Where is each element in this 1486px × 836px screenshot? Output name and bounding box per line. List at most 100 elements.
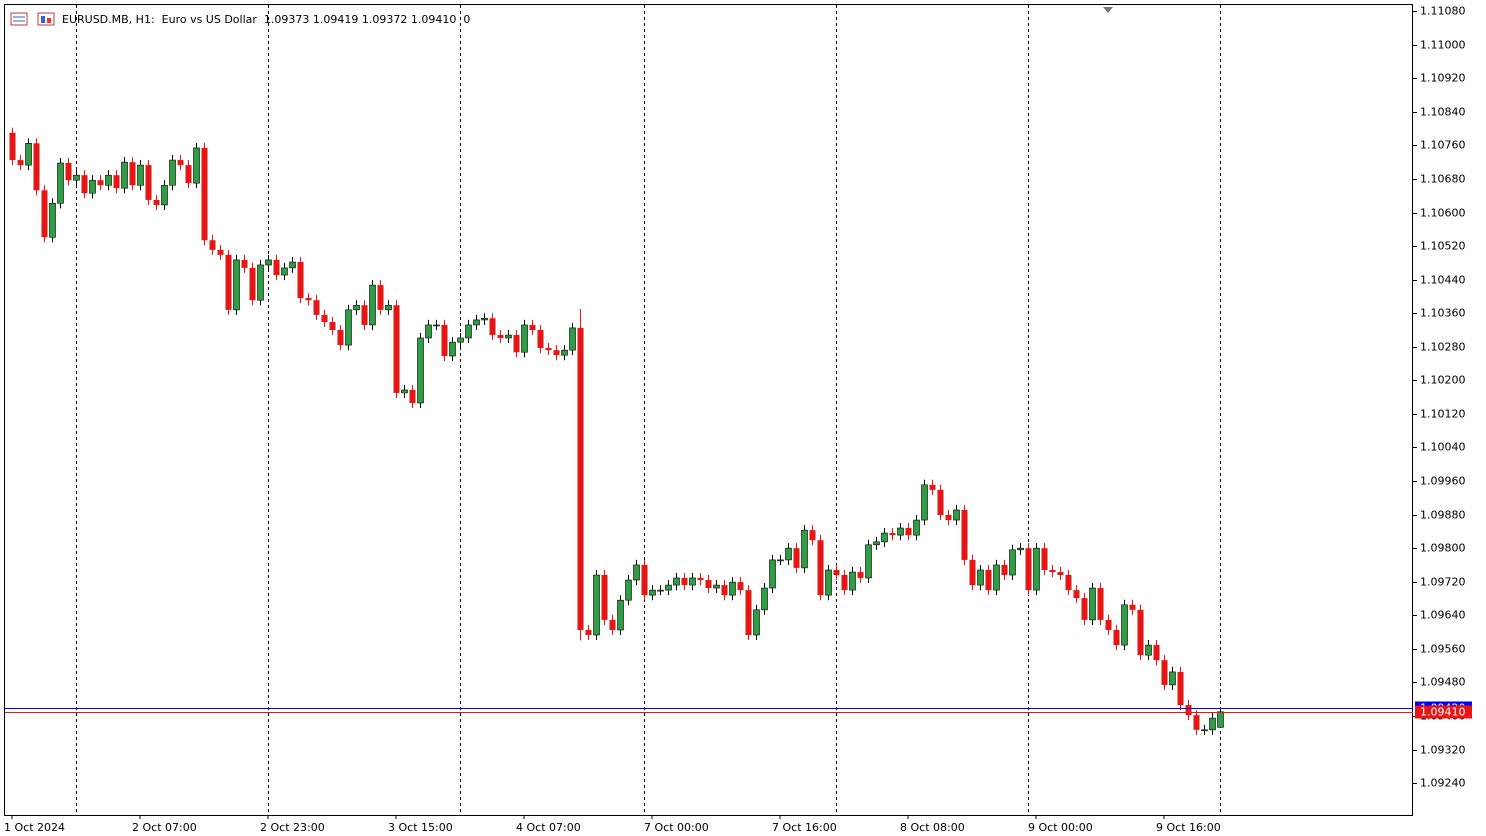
candle-body — [617, 599, 624, 631]
candle-body — [777, 559, 784, 562]
candle-body — [945, 515, 952, 521]
candle-body — [97, 180, 104, 186]
candle-body — [305, 298, 312, 301]
candle-body — [1201, 729, 1208, 732]
y-tick-label: 1.09800 — [1420, 542, 1466, 555]
candle-body — [1057, 572, 1064, 576]
candle-body — [977, 569, 984, 586]
candle-body — [425, 324, 432, 339]
candle-body — [553, 350, 560, 356]
y-tick-label: 1.10840 — [1420, 106, 1466, 119]
candle-body — [177, 160, 184, 166]
candle-body — [137, 164, 144, 186]
toolbar-icons[interactable] — [10, 12, 55, 26]
candle-body — [1049, 569, 1056, 573]
candle-body — [1089, 587, 1096, 621]
candle-body — [1137, 609, 1144, 656]
y-tick-label: 1.10520 — [1420, 240, 1466, 253]
candle-body — [1097, 588, 1104, 620]
candle-body — [729, 581, 736, 596]
candle-body — [513, 335, 520, 353]
candle-body — [249, 267, 256, 301]
y-tick-label: 1.10760 — [1420, 139, 1466, 152]
candle-body — [841, 575, 848, 591]
x-tick-label: 7 Oct 00:00 — [644, 821, 709, 834]
candle-body — [809, 530, 816, 541]
candle-body — [889, 533, 896, 536]
candle-body — [969, 559, 976, 586]
candle-body — [1209, 717, 1216, 731]
candle-body — [345, 309, 352, 346]
candle-body — [81, 175, 88, 194]
candle-body — [49, 202, 56, 238]
candle-body — [673, 577, 680, 586]
x-tick-label: 7 Oct 16:00 — [772, 821, 837, 834]
candle-body — [737, 582, 744, 591]
candle-body — [1041, 548, 1048, 570]
candle-body — [369, 284, 376, 326]
candle-body — [881, 532, 888, 543]
price-label: 1.09410 — [1420, 706, 1466, 719]
y-tick-label: 1.09640 — [1420, 609, 1466, 622]
x-tick-label: 4 Oct 07:00 — [516, 821, 581, 834]
candle-body — [625, 579, 632, 601]
candle-body — [1121, 604, 1128, 646]
candle-body — [953, 509, 960, 521]
candle-body — [657, 589, 664, 592]
candle-body — [1073, 590, 1080, 599]
candle-body — [353, 304, 360, 311]
plot-frame — [4, 4, 1413, 816]
candle-body — [801, 529, 808, 569]
x-tick-label: 1 Oct 2024 — [4, 821, 65, 834]
candle-body — [833, 569, 840, 576]
candle-body — [721, 585, 728, 596]
candle-body — [537, 329, 544, 349]
shift-marker[interactable] — [1103, 7, 1113, 13]
candle-body — [465, 324, 472, 339]
candle-body — [329, 322, 336, 330]
y-tick-label: 1.10600 — [1420, 207, 1466, 220]
candle-body — [665, 584, 672, 591]
candle-body — [233, 259, 240, 311]
x-tick-label: 9 Oct 16:00 — [1156, 821, 1221, 834]
y-tick-label: 1.10360 — [1420, 307, 1466, 320]
candle-body — [225, 254, 232, 310]
candle-body — [377, 285, 384, 310]
candle-body — [505, 334, 512, 339]
candle-body — [937, 489, 944, 516]
candle-body — [705, 580, 712, 589]
candle-body — [169, 159, 176, 186]
candle-body — [497, 335, 504, 338]
candle-body — [985, 569, 992, 591]
candle-body — [297, 262, 304, 299]
candle-body — [561, 349, 568, 356]
y-tick-label: 1.10440 — [1420, 274, 1466, 287]
candle-body — [401, 389, 408, 394]
candle-body — [57, 162, 64, 204]
price-label-box — [1415, 705, 1472, 719]
y-tick-label: 1.09560 — [1420, 643, 1466, 656]
candle-body — [449, 341, 456, 357]
candle-body — [1025, 548, 1032, 591]
candle-body — [1033, 547, 1040, 591]
candle-body — [849, 571, 856, 591]
candle-body — [793, 548, 800, 568]
candle-body — [1217, 711, 1224, 728]
candle-body — [817, 540, 824, 596]
candle-body — [585, 629, 592, 636]
candle-body — [313, 300, 320, 315]
candle-body — [217, 249, 224, 255]
y-tick-label: 1.09240 — [1420, 777, 1466, 790]
candle-body — [1169, 671, 1176, 686]
x-tick-label: 3 Oct 15:00 — [388, 821, 453, 834]
y-tick-label: 1.10920 — [1420, 72, 1466, 85]
candle-body — [601, 575, 608, 620]
candle-body — [25, 142, 32, 166]
candle-body — [1113, 629, 1120, 646]
x-tick-label: 8 Oct 08:00 — [900, 821, 965, 834]
candle-body — [529, 324, 536, 330]
candle-body — [569, 327, 576, 351]
candle-body — [129, 162, 136, 186]
candle-body — [433, 324, 440, 327]
